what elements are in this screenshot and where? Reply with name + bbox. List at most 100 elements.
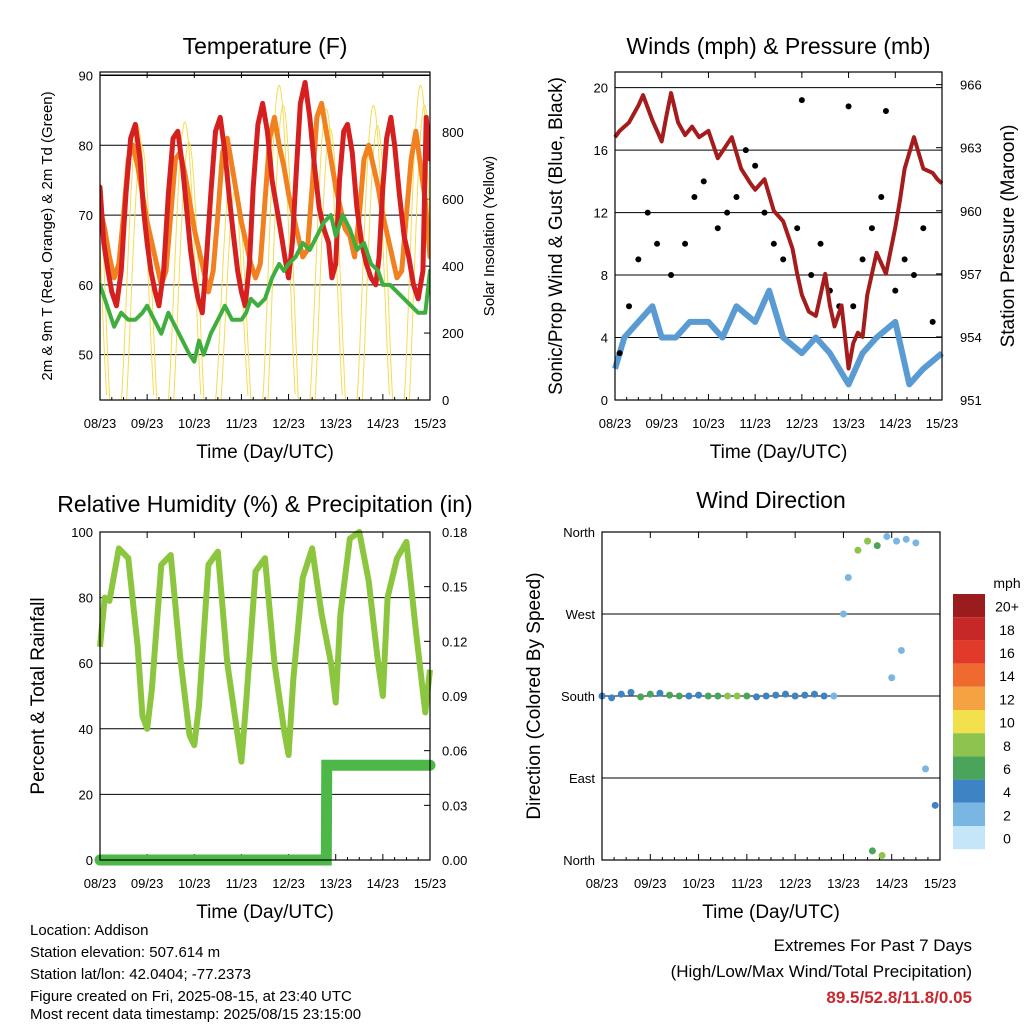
wind-direction-point [675,692,683,700]
plot-frame [614,71,943,401]
x-tick-label: 09/23 [634,876,667,891]
y2-tick-label: 400 [442,259,464,274]
x-tick-label: 09/23 [131,876,164,891]
wind-direction-point [922,765,930,773]
y2-tick-label: 960 [960,204,982,219]
colorbar-label: 2 [1003,807,1011,823]
x-tick-label: 14/23 [875,876,908,891]
y-tick-label: 20 [79,787,93,802]
temperature-2m-line [100,100,430,295]
wind-gust-point [761,209,768,216]
x-axis-label: Time (Day/UTC) [196,442,334,463]
solar-insolation-line [126,144,158,400]
x-tick-label: 10/23 [692,416,725,431]
wind-direction-point [902,535,910,543]
wind-gust-point [859,256,866,263]
x-tick-label: 11/23 [226,416,258,431]
y-tick-label: East [569,771,595,786]
x-tick-label: 15/23 [414,876,447,891]
y-tick-label: 40 [79,722,93,737]
colorbar-swatch [953,594,985,618]
wind-gust-point [920,225,927,232]
wind-direction-point [724,692,732,700]
x-tick-label: 10/23 [178,416,211,431]
y-tick-label: 0 [601,393,608,408]
wind-direction-point [854,546,862,554]
solar-insolation-line [267,104,299,400]
wind-direction-point [753,693,761,701]
x-tick-label: 15/23 [926,416,959,431]
latlon-text: Station lat/lon: 42.0404; -77.2373 [30,966,252,983]
y-axis-label: Sonic/Prop Wind & Gust (Blue, Black) [546,77,567,395]
colorbar-swatch [953,617,985,641]
y2-tick-label: 600 [442,192,464,207]
wind-direction-point [810,690,818,698]
solar-insolation-line [309,108,343,400]
temperature-9m-line [100,79,430,316]
wind-direction-point [791,692,799,700]
x-tick-label: 11/23 [731,876,763,891]
colorbar-swatch [953,802,985,826]
y2-tick-label: 0.00 [442,853,467,868]
y2-tick-label: 0.12 [442,634,467,649]
plot-frame [99,531,431,861]
colorbar-unit: mph [993,575,1020,591]
solar-insolation-line [314,128,346,400]
wind-direction-point [646,690,654,698]
wind-direction-point [656,689,664,697]
x-tick-label: 12/23 [272,416,305,431]
wind-direction-point [801,691,809,699]
wind-gust-point [892,287,899,294]
y2-axis-label: Station Pressure (Maroon) [998,125,1019,348]
y2-tick-label: 957 [960,267,982,282]
y-tick-label: 60 [79,278,93,293]
wind-direction-point [912,539,920,547]
wind-direction-point [743,692,751,700]
y-tick-label: 60 [79,656,93,671]
y-axis-label: Percent & Total Rainfall [28,597,49,794]
y2-tick-label: 0.15 [442,580,467,595]
wind-direction-point [873,542,881,550]
colorbar-label: 10 [999,715,1015,731]
x-tick-label: 15/23 [924,876,957,891]
x-tick-label: 13/23 [319,876,352,891]
wind-gust-point [668,272,675,279]
wind-gust-point [682,240,689,247]
wind-gust-point [817,240,824,247]
y2-tick-label: 200 [442,326,464,341]
wind-gust-point [780,256,787,263]
y-tick-label: 16 [594,143,608,158]
wind-direction-point [695,691,703,699]
extremes-value: 89.5/52.8/11.8/0.05 [826,988,972,1007]
y-tick-label: 80 [79,591,93,606]
wind-direction-point [864,537,872,545]
wind-gust-point [878,193,885,200]
wind-gust-point [616,350,623,357]
x-tick-label: 13/23 [827,876,860,891]
colorbar-swatch [953,756,985,780]
wind-direction-point [627,688,635,696]
elevation-text: Station elevation: 507.614 m [30,944,221,961]
y2-tick-label: 0.09 [442,689,467,704]
colorbar-swatch [953,686,985,710]
humidity-line [97,529,433,765]
x-tick-label: 15/23 [414,416,447,431]
wind-gust-point [845,103,852,110]
wind-gust-point [850,303,857,310]
x-tick-label: 13/23 [319,416,352,431]
colorbar-swatch [953,826,985,850]
wind-direction-point [685,692,693,700]
x-tick-label: 12/23 [779,876,812,891]
colorbar-swatch [953,710,985,734]
y-tick-label: 100 [71,525,93,540]
y-tick-label: 90 [79,68,93,83]
wind-direction-point [931,801,939,809]
plot-frame [99,71,431,401]
x-tick-label: 08/23 [84,876,117,891]
y2-tick-label: 0.06 [442,744,467,759]
y2-tick-label: 951 [960,393,982,408]
y2-axis-label: Solar Insolation (Yellow) [481,156,498,316]
x-tick-label: 08/23 [599,416,632,431]
y2-tick-label: 0 [442,393,449,408]
x-tick-label: 09/23 [131,416,164,431]
